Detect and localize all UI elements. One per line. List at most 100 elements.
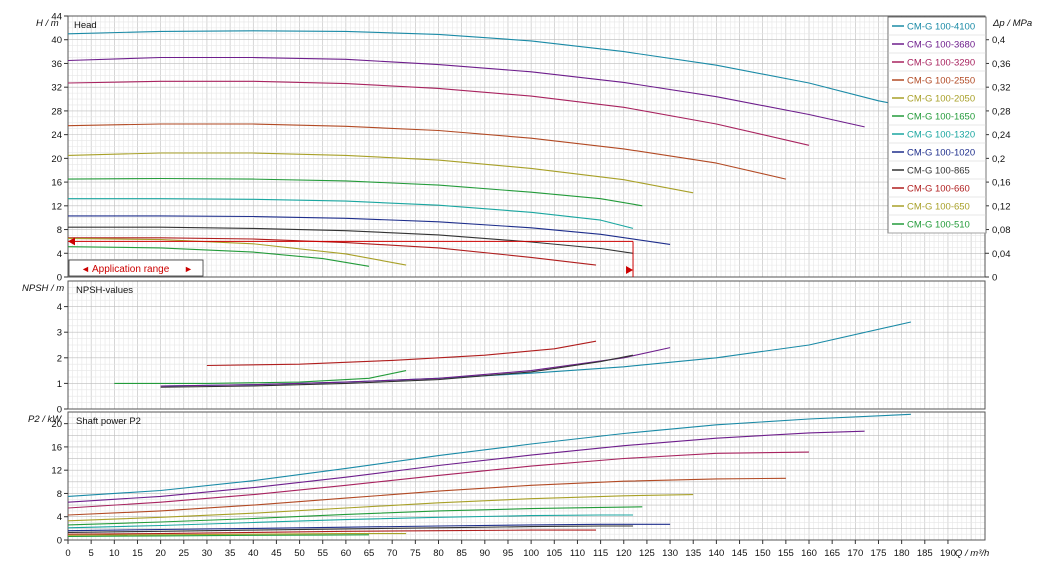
- head-ytick-label: 36: [51, 59, 62, 70]
- head-y2tick-label: 0,28: [992, 106, 1011, 117]
- npsh-series-line: [206, 340, 597, 367]
- power-series-line: [67, 430, 865, 503]
- x-tick-label: 55: [317, 548, 328, 559]
- power-series-line: [67, 525, 633, 533]
- x-tick-label: 165: [824, 548, 840, 559]
- head-ytick-label: 24: [51, 130, 62, 141]
- npsh-plot-frame: [67, 280, 986, 410]
- head-y2tick-label: 0,04: [992, 249, 1011, 260]
- head-series-line: [68, 226, 634, 254]
- head-ylabel: H / m: [36, 18, 59, 29]
- head-ytick-label: 8: [57, 225, 62, 236]
- x-tick-label: 85: [456, 548, 467, 559]
- legend-entry-label: CM-G 100-650: [907, 202, 970, 213]
- head-ytick-label: 40: [51, 35, 62, 46]
- x-tick-label: 50: [294, 548, 305, 559]
- legend-entry-label: CM-G 100-865: [907, 166, 970, 177]
- head-panel-title: Head: [74, 20, 97, 31]
- x-tick-label: 180: [894, 548, 910, 559]
- x-tick-label: 25: [178, 548, 189, 559]
- power-ytick-label: 20: [51, 419, 62, 430]
- x-tick-label: 120: [616, 548, 632, 559]
- head-y2tick-label: 0,36: [992, 59, 1011, 70]
- head-series-line: [67, 56, 865, 128]
- power-series-line: [67, 523, 671, 532]
- npsh-ylabel: NPSH / m: [22, 283, 64, 294]
- head-series-line: [67, 237, 407, 266]
- x-tick-label: 100: [523, 548, 539, 559]
- x-tick-label: 155: [778, 548, 794, 559]
- head-series-line: [68, 198, 634, 229]
- x-tick-label: 115: [593, 548, 608, 559]
- npsh-ytick-label: 2: [57, 353, 62, 364]
- application-range-label: Application range: [92, 264, 170, 275]
- power-ytick-label: 8: [57, 489, 62, 500]
- npsh-ytick-label: 4: [57, 302, 62, 313]
- x-tick-label: 150: [755, 548, 771, 559]
- application-range-left-arrow: [68, 237, 75, 246]
- head-y2tick-label: 0,12: [992, 201, 1011, 212]
- head-series-line: [67, 80, 810, 146]
- x-tick-label: 60: [341, 548, 352, 559]
- x-tick-label: 35: [225, 548, 236, 559]
- power-ytick-label: 0: [57, 536, 62, 547]
- x-tick-label: 140: [708, 548, 724, 559]
- x-tick-label: 0: [65, 548, 70, 559]
- head-series-line: [68, 237, 597, 266]
- head-ytick-label: 12: [51, 201, 62, 212]
- head-y2tick-label: 0,16: [992, 178, 1011, 189]
- head-y2tick-label: 0: [992, 273, 997, 284]
- head-legend: CM-G 100-4100 CM-G 100-3680 CM-G 100-3290 C…: [887, 16, 987, 234]
- power-series-line: [67, 529, 596, 535]
- head-y2tick-label: 0,08: [992, 225, 1011, 236]
- x-tick-label: 40: [248, 548, 259, 559]
- x-tick-label: 15: [132, 548, 143, 559]
- x-tick-label: 45: [271, 548, 282, 559]
- power-ytick-label: 12: [51, 466, 62, 477]
- x-tick-label: 130: [662, 548, 678, 559]
- legend-entry-label: CM-G 100-3290: [907, 58, 975, 69]
- legend-entry-label: CM-G 100-2050: [907, 94, 975, 105]
- head-series-line: [68, 215, 671, 245]
- power-series-line: [67, 451, 810, 509]
- x-tick-label: 145: [732, 548, 748, 559]
- application-range-right-arrow: [626, 266, 634, 274]
- power-plot-frame: [67, 411, 986, 541]
- npsh-ytick-label: 0: [57, 405, 62, 416]
- x-tick-label: 10: [109, 548, 120, 559]
- npsh-ytick-label: 3: [57, 328, 62, 339]
- head-y2tick-label: 0,4: [992, 35, 1005, 46]
- head-series-line: [67, 246, 370, 267]
- x-tick-label: 95: [503, 548, 514, 559]
- x-tick-label: 175: [871, 548, 887, 559]
- head-ytick-label: 4: [57, 249, 62, 260]
- power-series-line: [67, 533, 407, 536]
- head-series-line: [67, 177, 643, 207]
- power-ytick-label: 4: [57, 512, 62, 523]
- head-series-line: [67, 152, 694, 194]
- head-series-line: [67, 123, 787, 180]
- npsh-series-line: [114, 370, 407, 384]
- head-ytick-label: 32: [51, 83, 62, 94]
- head-ytick-label: 28: [51, 106, 62, 117]
- legend-entry-label: CM-G 100-3680: [907, 40, 975, 51]
- legend-entry-label: CM-G 100-510: [907, 220, 970, 231]
- x-tick-label: 30: [202, 548, 213, 559]
- legend-entry-label: CM-G 100-660: [907, 184, 970, 195]
- x-tick-label: 70: [387, 548, 398, 559]
- x-tick-label: 170: [847, 548, 863, 559]
- head-y2label: Δp / MPa: [992, 18, 1032, 29]
- head-ytick-label: 0: [57, 273, 62, 284]
- head-series-line: [67, 30, 912, 108]
- npsh-grid: [67, 280, 986, 410]
- x-tick-label: 5: [89, 548, 94, 559]
- legend-entry-label: CM-G 100-1020: [907, 148, 975, 159]
- application-range-left-marker: ◄: [81, 264, 90, 274]
- head-ytick-label: 20: [51, 154, 62, 165]
- head-y2tick-label: 0,24: [992, 130, 1011, 141]
- npsh-panel-title: NPSH-values: [76, 285, 133, 296]
- power-panel-title: Shaft power P2: [76, 416, 141, 427]
- power-series-line: [67, 494, 694, 522]
- head-y2tick-label: 0,2: [992, 154, 1005, 165]
